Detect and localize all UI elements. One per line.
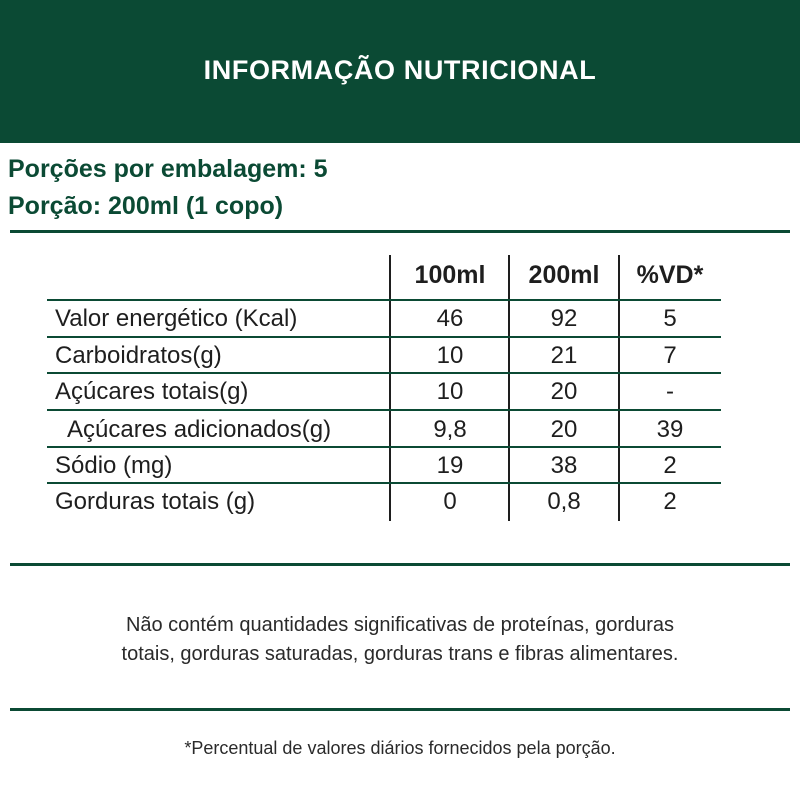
table-row-label: Açúcares totais(g)	[55, 378, 249, 405]
table-cell-200ml: 21	[550, 342, 578, 369]
disclaimer-line-2: totais, gorduras saturadas, gorduras tra…	[121, 643, 679, 665]
divider-bottom	[10, 708, 790, 711]
footnote: *Percentual de valores diários fornecido…	[184, 738, 616, 758]
divider-top	[10, 230, 790, 233]
disclaimer-line-1: Não contém quantidades significativas de…	[125, 614, 675, 636]
table-cell-vd: 7	[663, 342, 677, 369]
column-divider	[618, 255, 620, 521]
table-row-label: Carboidratos(g)	[55, 342, 222, 369]
table-cell-200ml: 20	[550, 378, 578, 405]
page-title: INFORMAÇÃO NUTRICIONAL	[203, 55, 597, 85]
row-divider	[47, 299, 721, 301]
table-cell-100ml: 46	[436, 305, 464, 332]
servings-per-package: Porções por embalagem: 5	[8, 155, 328, 183]
header-banner: INFORMAÇÃO NUTRICIONAL	[0, 0, 800, 143]
row-divider	[47, 372, 721, 374]
divider-middle	[10, 563, 790, 566]
column-divider	[508, 255, 510, 521]
table-cell-vd: 2	[663, 488, 677, 515]
table-cell-200ml: 92	[550, 305, 578, 332]
table-cell-200ml: 38	[550, 452, 578, 479]
table-cell-100ml: 10	[436, 378, 464, 405]
table-cell-vd: 2	[663, 452, 677, 479]
table-cell-200ml: 20	[550, 415, 578, 443]
row-divider	[47, 482, 721, 484]
row-divider	[47, 446, 721, 448]
table-row-label: Açúcares adicionados(g)	[67, 415, 332, 443]
table-cell-100ml: 19	[436, 452, 464, 479]
table-cell-100ml: 9,8	[433, 415, 467, 443]
column-header-200ml: 200ml	[528, 260, 600, 289]
portion-size: Porção: 200ml (1 copo)	[8, 192, 284, 220]
table-cell-100ml: 0	[443, 488, 457, 515]
table-row-label: Sódio (mg)	[55, 452, 173, 479]
table-row-label: Valor energético (Kcal)	[55, 305, 298, 332]
row-divider	[47, 409, 721, 411]
column-header-vd: %VD*	[636, 260, 704, 289]
table-cell-vd: 39	[656, 415, 684, 443]
column-divider	[389, 255, 391, 521]
table-row-label: Gorduras totais (g)	[55, 488, 256, 515]
column-header-100ml: 100ml	[414, 260, 486, 289]
table-cell-vd: -	[666, 378, 674, 405]
table-cell-vd: 5	[663, 305, 677, 332]
table-cell-200ml: 0,8	[547, 488, 581, 515]
table-cell-100ml: 10	[436, 342, 464, 369]
row-divider	[47, 336, 721, 338]
disclaimer-note: Não contém quantidades significativas de…	[0, 611, 800, 669]
